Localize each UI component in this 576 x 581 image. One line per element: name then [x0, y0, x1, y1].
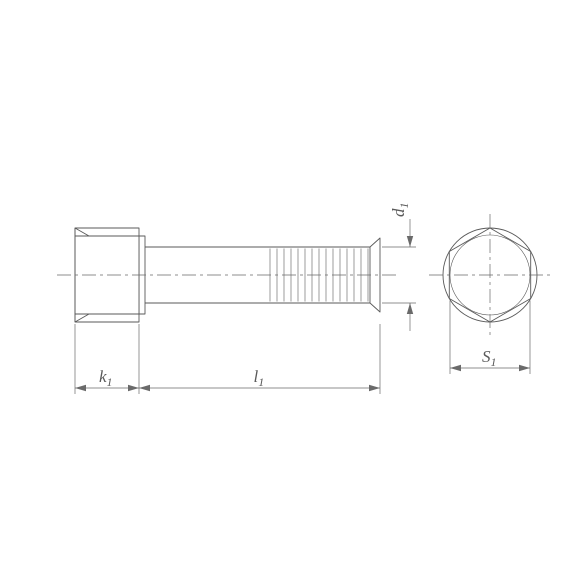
bolt-side-view [57, 228, 398, 322]
svg-text:k1: k1 [99, 367, 113, 389]
bolt-head-view [429, 214, 551, 336]
svg-text:l1: l1 [254, 367, 265, 389]
svg-text:S1: S1 [482, 347, 497, 369]
svg-text:d1: d1 [389, 203, 411, 218]
technical-drawing: k1 l1 d1 S1 [0, 0, 576, 576]
